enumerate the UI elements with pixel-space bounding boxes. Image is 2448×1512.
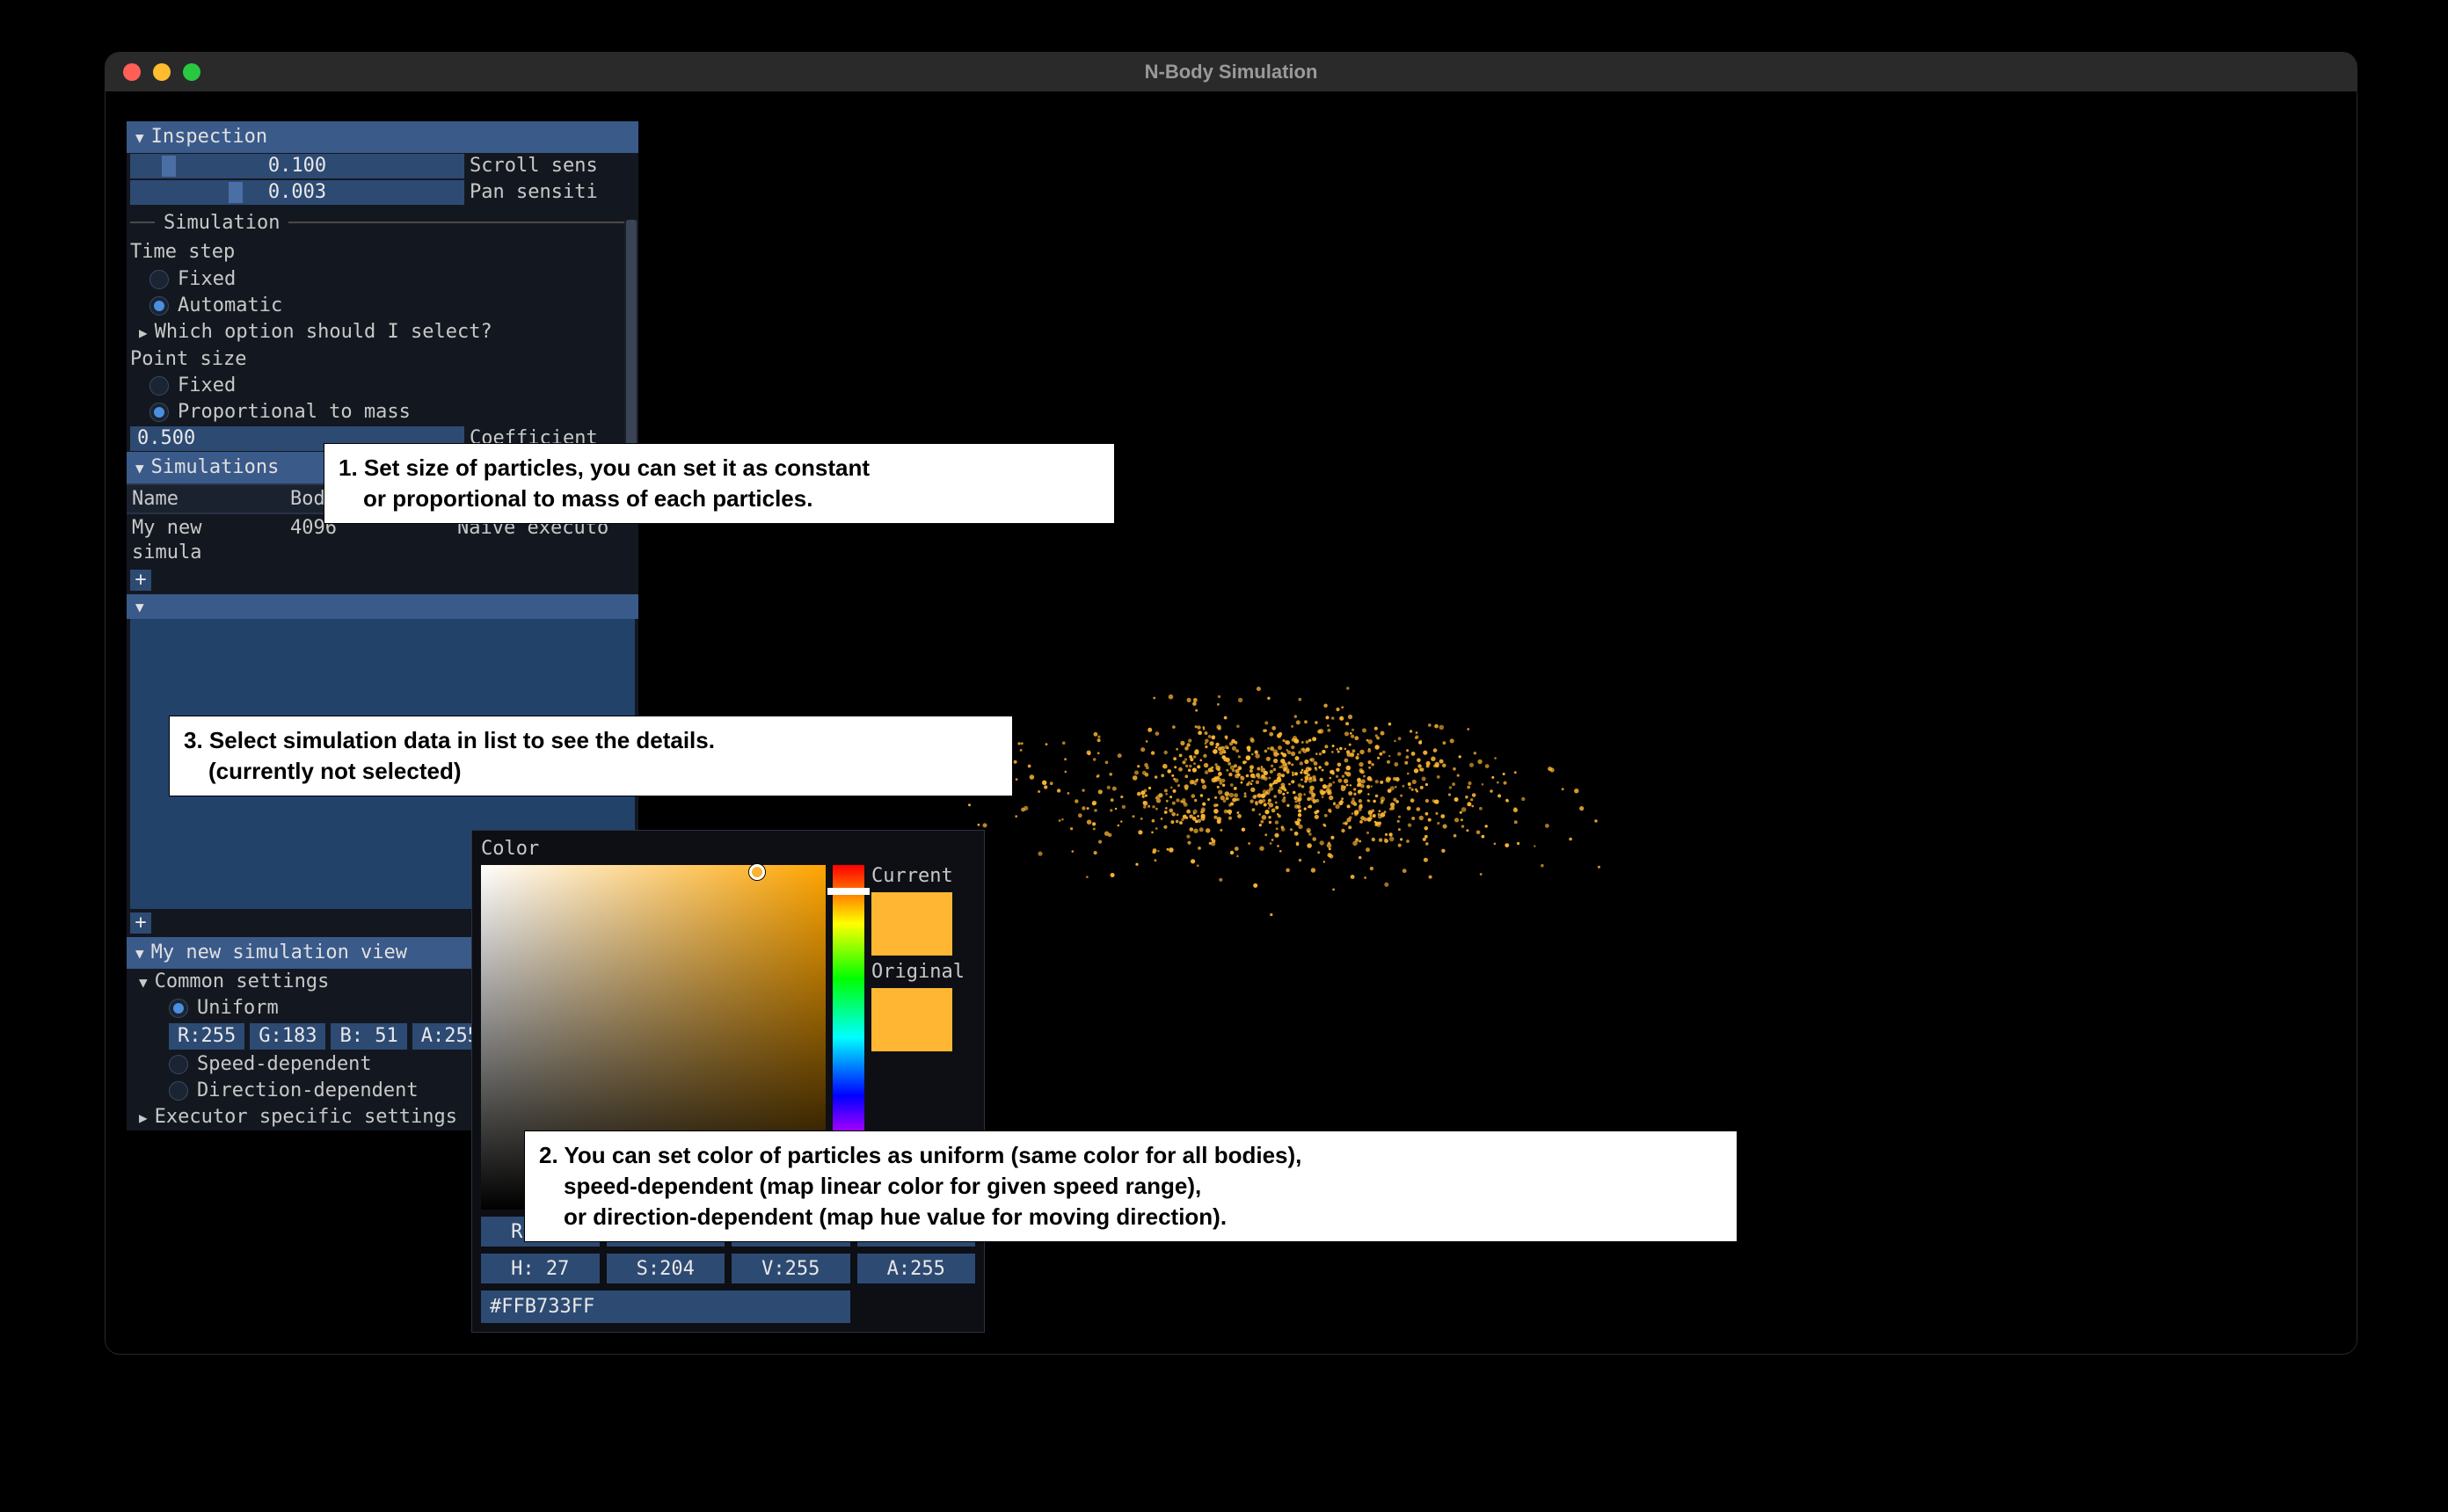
original-label: Original — [871, 961, 965, 983]
scroll-sens-row: 0.100 Scroll sens — [127, 153, 638, 179]
color-picker-popup: Color Current Original R:255 G:183 B: — [471, 830, 985, 1333]
scroll-sens-slider[interactable]: 0.100 — [130, 154, 464, 178]
slider-knob[interactable] — [162, 156, 176, 177]
callout-line: or direction-dependent (map hue value fo… — [539, 1202, 1723, 1232]
window-title: N-Body Simulation — [106, 61, 2357, 84]
time-step-help[interactable]: Which option should I select? — [127, 319, 638, 345]
callout-line: or proportional to mass of each particle… — [339, 483, 1100, 514]
particle-cloud — [967, 654, 1600, 918]
callout-2: 2. You can set color of particles as uni… — [524, 1130, 1738, 1242]
add-view-button[interactable]: + — [130, 912, 151, 934]
hsv-values: H: 27 S:204 V:255 A:255 — [481, 1254, 975, 1283]
time-step-auto-radio[interactable]: Automatic — [127, 293, 638, 319]
hsv-v[interactable]: V:255 — [732, 1254, 850, 1283]
point-size-fixed-radio[interactable]: Fixed — [127, 373, 638, 399]
point-size-label: Point size — [127, 345, 638, 374]
section-title: Inspection — [151, 125, 267, 149]
sep-label: Simulation — [164, 211, 280, 236]
rgba-b[interactable]: B: 51 — [331, 1023, 406, 1050]
callout-line: (currently not selected) — [184, 756, 998, 787]
radio-label: Fixed — [178, 374, 236, 398]
rgba-r[interactable]: R:255 — [169, 1023, 244, 1050]
radio-icon — [149, 296, 169, 316]
callout-1: 1. Set size of particles, you can set it… — [324, 443, 1115, 524]
original-swatch[interactable] — [871, 988, 952, 1051]
callout-line: Set size of particles, you can set it as… — [364, 454, 870, 481]
expand-icon — [139, 320, 148, 345]
expand-icon — [139, 1105, 148, 1130]
callout-num: 1. — [339, 454, 358, 481]
radio-label: Uniform — [197, 996, 279, 1021]
section-header-views[interactable] — [127, 594, 638, 619]
current-swatch[interactable] — [871, 892, 952, 956]
radio-icon — [149, 376, 169, 396]
app-window: N-Body Simulation Inspection 0.100 — [106, 53, 2357, 1354]
scrollbar-thumb[interactable] — [626, 220, 637, 448]
cell-name: My new simula — [127, 514, 285, 566]
radio-icon — [149, 270, 169, 289]
current-label: Current — [871, 865, 965, 887]
radio-icon — [169, 999, 188, 1018]
callout-num: 3. — [184, 727, 203, 753]
callout-3: 3. Select simulation data in list to see… — [169, 716, 1013, 796]
time-step-fixed-radio[interactable]: Fixed — [127, 266, 638, 293]
pan-sens-value: 0.003 — [268, 180, 326, 205]
hsv-s[interactable]: S:204 — [607, 1254, 725, 1283]
add-simulation-button[interactable]: + — [130, 570, 151, 591]
collapse-icon — [135, 594, 144, 619]
callout-num: 2. — [539, 1142, 558, 1168]
scroll-sens-value: 0.100 — [268, 154, 326, 178]
sep-line — [130, 222, 155, 223]
rgba-g[interactable]: G:183 — [250, 1023, 325, 1050]
simulation-separator: Simulation — [127, 206, 638, 239]
point-size-prop-radio[interactable]: Proportional to mass — [127, 399, 638, 425]
slider-knob[interactable] — [229, 182, 243, 203]
radio-label: Proportional to mass — [178, 400, 411, 425]
radio-label: Speed-dependent — [197, 1052, 372, 1077]
collapse-icon — [135, 455, 144, 480]
hsv-a[interactable]: A:255 — [857, 1254, 976, 1283]
radio-label: Direction-dependent — [197, 1079, 419, 1103]
inspection-body: 0.100 Scroll sens 0.003 Pan sensiti Simu… — [127, 153, 638, 453]
time-step-label: Time step — [127, 238, 638, 266]
coefficient-value: 0.500 — [137, 426, 195, 451]
callout-line: speed-dependent (map linear color for gi… — [539, 1171, 1723, 1202]
callout-line: You can set color of particles as unifor… — [564, 1142, 1301, 1168]
hsv-h[interactable]: H: 27 — [481, 1254, 600, 1283]
radio-icon — [149, 403, 169, 422]
section-header-inspection[interactable]: Inspection — [127, 121, 638, 153]
collapse-icon — [139, 970, 148, 994]
color-picker-title: Color — [481, 838, 975, 865]
pan-sens-slider[interactable]: 0.003 — [130, 180, 464, 205]
viewport: Inspection 0.100 Scroll sens 0.003 — [106, 91, 2357, 1354]
callout-line: Select simulation data in list to see th… — [209, 727, 715, 753]
section-title: My new simulation view — [151, 941, 407, 965]
pan-sens-row: 0.003 Pan sensiti — [127, 179, 638, 206]
sv-cursor[interactable] — [749, 864, 765, 880]
col-name: Name — [127, 485, 285, 513]
hue-pointer[interactable] — [827, 888, 870, 895]
titlebar: N-Body Simulation — [106, 53, 2357, 91]
tree-label: Common settings — [155, 970, 330, 994]
sep-line — [288, 222, 635, 223]
radio-icon — [169, 1081, 188, 1101]
scroll-sens-label: Scroll sens — [470, 154, 598, 178]
tree-label: Executor specific settings — [155, 1105, 457, 1130]
section-title: Simulations — [151, 455, 280, 480]
radio-label: Fixed — [178, 267, 236, 292]
help-label: Which option should I select? — [155, 320, 492, 345]
hex-input[interactable]: #FFB733FF — [481, 1290, 850, 1323]
radio-icon — [169, 1055, 188, 1074]
collapse-icon — [135, 125, 144, 149]
radio-label: Automatic — [178, 294, 282, 318]
collapse-icon — [135, 941, 144, 965]
pan-sens-label: Pan sensiti — [470, 180, 598, 205]
